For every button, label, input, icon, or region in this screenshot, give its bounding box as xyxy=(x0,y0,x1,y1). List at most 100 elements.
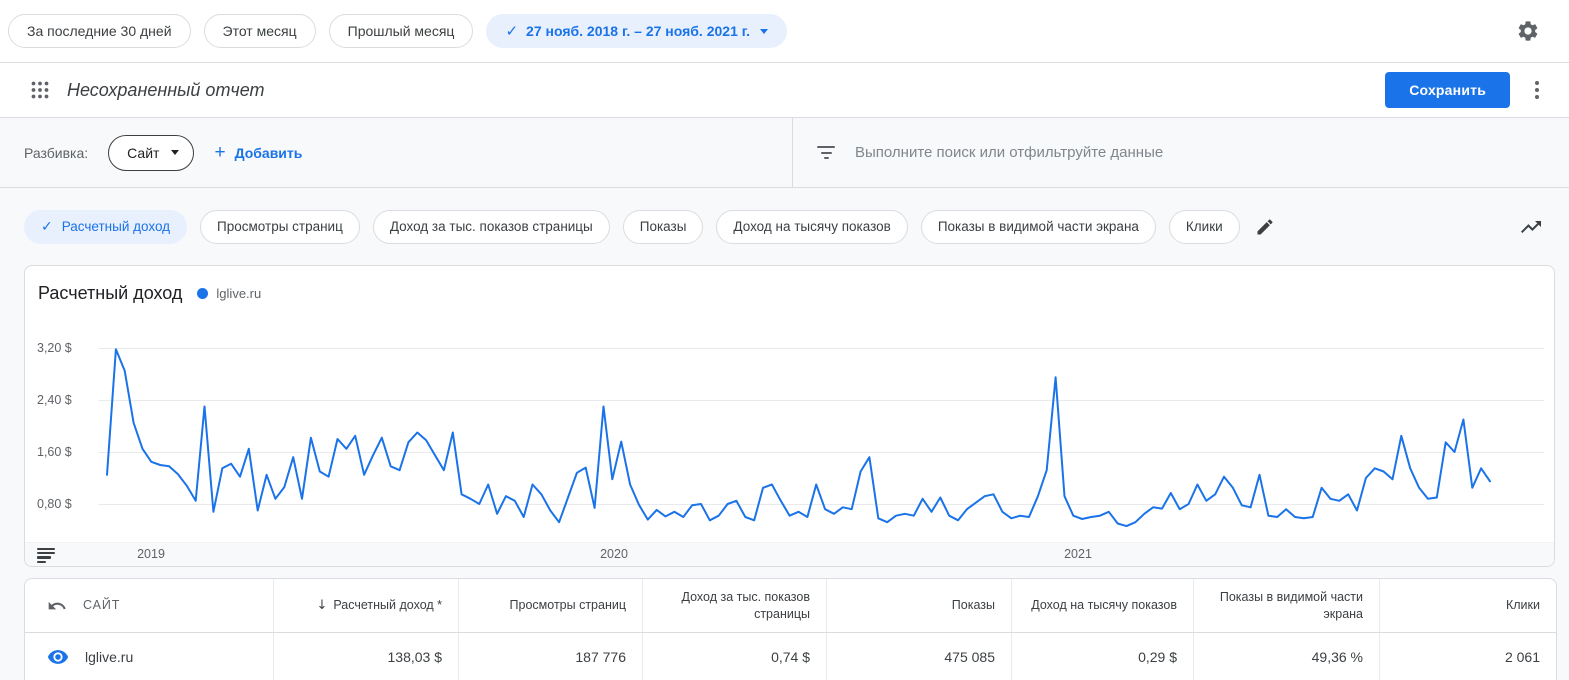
cell-pageviews: 187 776 xyxy=(458,633,642,680)
metric-chip-label: Доход на тысячу показов xyxy=(733,219,891,234)
site-column-header: САЙТ xyxy=(25,579,273,632)
cell-page-rpm: 0,74 $ xyxy=(642,633,826,680)
column-label: Доход на тысячу показов xyxy=(1031,598,1177,613)
column-label: САЙТ xyxy=(83,598,121,613)
caret-down-icon xyxy=(171,150,180,155)
breakdown-label: Разбивка: xyxy=(24,144,89,161)
report-title-bar: Несохраненный отчет Сохранить xyxy=(0,62,1569,118)
sort-desc-icon: ↓ xyxy=(316,597,328,613)
y-axis-tick: 0,80 $ xyxy=(37,496,95,512)
cell-impression-rpm: 0,29 $ xyxy=(1011,633,1193,680)
apps-grid-button[interactable] xyxy=(28,78,52,102)
chart-header: Расчетный доход lglive.ru xyxy=(25,266,1554,304)
column-label: Клики xyxy=(1505,598,1540,613)
visibility-toggle-button[interactable] xyxy=(45,644,71,670)
cell-clicks: 2 061 xyxy=(1379,633,1556,680)
date-preset-last-month[interactable]: Прошлый месяц xyxy=(328,14,474,48)
table-row: lglive.ru 138,03 $ 187 776 0,74 $ 475 08… xyxy=(25,633,1556,680)
check-icon: ✓ xyxy=(41,218,53,235)
settings-button[interactable] xyxy=(1514,17,1542,45)
gridline xyxy=(99,452,1544,453)
cell-viewable: 49,36 % xyxy=(1193,633,1379,680)
search-filter-box xyxy=(793,118,1569,187)
metric-chip-label: Доход за тыс. показов страницы xyxy=(389,219,593,234)
x-axis-band: 2019 2020 2021 xyxy=(25,542,1554,566)
date-preset-label: За последние 30 дней xyxy=(27,23,172,39)
edit-metrics-button[interactable] xyxy=(1253,215,1277,239)
metric-chip-label: Расчетный доход xyxy=(61,219,171,234)
metric-chip-impressions[interactable]: Показы xyxy=(622,209,704,244)
chart-line-svg xyxy=(106,348,1491,528)
metric-chips-row: ✓ Расчетный доход Просмотры страниц Дохо… xyxy=(0,188,1569,265)
save-button[interactable]: Сохранить xyxy=(1385,72,1510,108)
metric-chip-label: Показы в видимой части экрана xyxy=(937,219,1139,234)
line-chart-plot: 3,20 $ 2,40 $ 1,60 $ 0,80 $ xyxy=(25,319,1554,544)
date-preset-label: Прошлый месяц xyxy=(347,23,455,39)
date-preset-label: Этот месяц xyxy=(222,23,297,39)
column-header-page-rpm[interactable]: Доход за тыс. показов страницы xyxy=(642,579,826,632)
reset-sort-button[interactable] xyxy=(45,594,69,618)
metric-chip-clicks[interactable]: Клики xyxy=(1168,209,1240,244)
cell-earnings: 138,03 $ xyxy=(273,633,458,680)
more-options-button[interactable] xyxy=(1525,77,1549,103)
metric-chip-label: Показы xyxy=(639,219,687,234)
date-preset-last-30-days[interactable]: За последние 30 дней xyxy=(8,14,191,48)
cell-impressions: 475 085 xyxy=(826,633,1011,680)
table-header-row: САЙТ ↓ Расчетный доход * Просмотры стран… xyxy=(25,579,1556,633)
earnings-line-series xyxy=(106,348,1491,528)
y-axis-tick: 1,60 $ xyxy=(37,444,95,460)
metric-chip-pageviews[interactable]: Просмотры страниц xyxy=(200,209,360,244)
report-title: Несохраненный отчет xyxy=(67,79,265,100)
column-header-viewable[interactable]: Показы в видимой части экрана xyxy=(1193,579,1379,632)
filter-icon xyxy=(817,146,835,159)
eye-icon xyxy=(47,650,69,664)
breakdown-controls: Разбивка: Сайт + Добавить xyxy=(0,118,793,187)
metric-chip-page-rpm[interactable]: Доход за тыс. показов страницы xyxy=(372,209,610,244)
site-name: lglive.ru xyxy=(85,649,134,665)
metric-chip-estimated-earnings[interactable]: ✓ Расчетный доход xyxy=(24,209,188,244)
column-header-impressions[interactable]: Показы xyxy=(826,579,1011,632)
report-table: САЙТ ↓ Расчетный доход * Просмотры стран… xyxy=(24,578,1557,680)
column-header-clicks[interactable]: Клики xyxy=(1379,579,1556,632)
y-axis-tick: 3,20 $ xyxy=(37,340,95,356)
date-range-selector[interactable]: ✓ 27 нояб. 2018 г. – 27 нояб. 2021 г. xyxy=(486,14,788,48)
metric-chip-label: Клики xyxy=(1185,219,1223,234)
x-axis-tick: 2021 xyxy=(1064,547,1092,561)
gridline xyxy=(99,400,1544,401)
gear-icon xyxy=(1518,21,1538,41)
legend-dot-icon xyxy=(197,288,209,299)
add-breakdown-button[interactable]: + Добавить xyxy=(214,143,302,162)
metric-chip-viewable-impressions[interactable]: Показы в видимой части экрана xyxy=(920,209,1156,244)
chart-type-toggle-button[interactable] xyxy=(1517,213,1545,241)
chart-title: Расчетный доход xyxy=(38,283,183,303)
metric-chip-label: Просмотры страниц xyxy=(217,219,343,234)
search-input[interactable] xyxy=(855,144,1545,161)
column-header-pageviews[interactable]: Просмотры страниц xyxy=(458,579,642,632)
breakdown-row: Разбивка: Сайт + Добавить xyxy=(0,118,1569,188)
column-label: Просмотры страниц xyxy=(509,598,626,613)
x-axis-tick: 2019 xyxy=(137,547,165,561)
dimension-value: Сайт xyxy=(127,144,160,161)
gridline xyxy=(99,504,1544,505)
date-preset-this-month[interactable]: Этот месяц xyxy=(203,14,316,48)
dimension-selector[interactable]: Сайт xyxy=(108,134,195,171)
date-toolbar: За последние 30 дней Этот месяц Прошлый … xyxy=(0,0,1569,62)
column-header-impression-rpm[interactable]: Доход на тысячу показов xyxy=(1011,579,1193,632)
column-label: Доход за тыс. показов страницы xyxy=(681,589,811,621)
column-label: Показы xyxy=(951,598,995,613)
menu-lines-icon xyxy=(37,548,55,551)
site-cell: lglive.ru xyxy=(25,633,273,680)
add-breakdown-label: Добавить xyxy=(234,144,303,161)
kebab-icon xyxy=(1535,81,1539,85)
pencil-icon xyxy=(1257,218,1273,234)
metric-chip-impression-rpm[interactable]: Доход на тысячу показов xyxy=(716,209,908,244)
check-icon: ✓ xyxy=(505,22,519,40)
column-label: Показы в видимой части экрана xyxy=(1219,589,1363,621)
chart-card: Расчетный доход lglive.ru 3,20 $ 2,40 $ … xyxy=(24,265,1555,567)
legend-label: lglive.ru xyxy=(216,286,262,301)
gridline xyxy=(99,348,1544,349)
chart-data-menu-button[interactable] xyxy=(37,548,55,563)
undo-icon xyxy=(48,601,66,609)
column-header-earnings[interactable]: ↓ Расчетный доход * xyxy=(273,579,458,632)
plus-icon: + xyxy=(214,142,226,163)
